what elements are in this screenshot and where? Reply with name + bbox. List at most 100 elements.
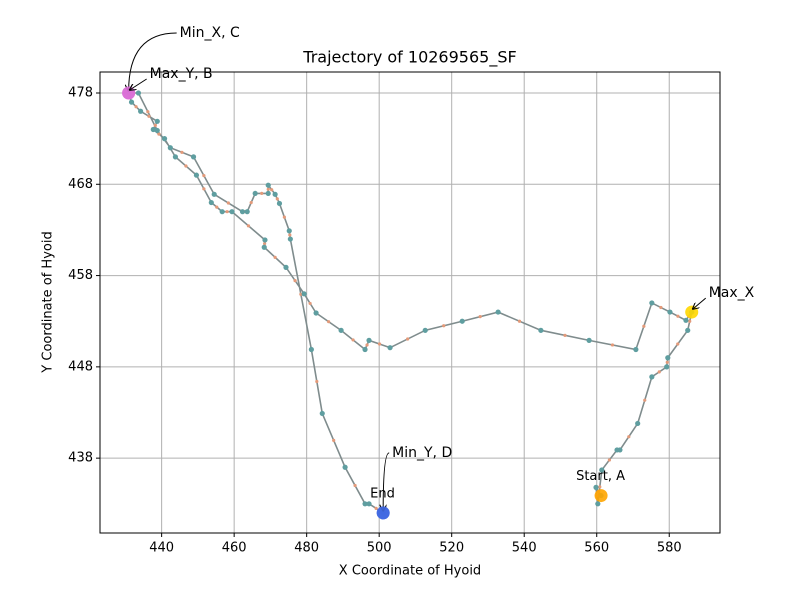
point bbox=[190, 154, 197, 160]
point bbox=[252, 190, 258, 197]
direction-arrow bbox=[288, 233, 292, 237]
annotation-arrow bbox=[383, 452, 390, 511]
point bbox=[599, 467, 605, 473]
y-tick-label: 478 bbox=[68, 85, 93, 100]
direction-arrow bbox=[327, 320, 331, 324]
point bbox=[301, 291, 307, 297]
y-axis-label: Y Coordinate of Hyoid bbox=[41, 231, 56, 373]
annotation-arrow bbox=[693, 297, 707, 309]
point bbox=[586, 337, 592, 343]
direction-arrow bbox=[226, 201, 230, 205]
direction-arrow bbox=[374, 506, 378, 510]
point bbox=[308, 346, 314, 353]
chart-title: Trajectory of 10269565_SF bbox=[302, 48, 516, 68]
point bbox=[538, 327, 544, 333]
direction-arrow bbox=[563, 333, 567, 337]
point bbox=[265, 190, 271, 197]
point bbox=[154, 118, 160, 124]
direction-arrow bbox=[643, 398, 647, 402]
point bbox=[595, 501, 601, 507]
direction-arrow bbox=[157, 132, 161, 136]
annotation: Max_X bbox=[709, 285, 755, 301]
point bbox=[193, 172, 200, 178]
direction-arrow bbox=[642, 324, 646, 328]
direction-arrow bbox=[153, 123, 157, 128]
highlight-point bbox=[122, 86, 136, 100]
x-tick-label: 540 bbox=[512, 541, 537, 556]
plot-frame bbox=[99, 71, 721, 534]
point bbox=[265, 182, 271, 188]
x-tick-label: 520 bbox=[439, 541, 464, 556]
direction-arrow bbox=[275, 197, 279, 201]
direction-arrow bbox=[293, 278, 297, 283]
annotation-arrow bbox=[129, 32, 177, 91]
highlight-point bbox=[376, 506, 390, 520]
point bbox=[161, 136, 168, 142]
point bbox=[422, 327, 428, 333]
point bbox=[633, 346, 639, 353]
point bbox=[313, 310, 319, 316]
point bbox=[244, 209, 250, 215]
y-tick-label: 448 bbox=[68, 359, 93, 374]
direction-arrow bbox=[365, 343, 369, 347]
annotation: Start, A bbox=[576, 469, 625, 484]
point bbox=[362, 501, 368, 507]
direction-arrow bbox=[147, 114, 151, 118]
point bbox=[387, 345, 393, 351]
point bbox=[665, 355, 671, 361]
direction-arrow bbox=[282, 215, 286, 219]
direction-arrow bbox=[308, 301, 312, 306]
x-axis-label: X Coordinate of Hyoid bbox=[339, 564, 481, 579]
point bbox=[319, 410, 325, 417]
direction-arrow bbox=[180, 150, 184, 154]
point bbox=[362, 346, 368, 353]
x-tick-label: 480 bbox=[294, 541, 319, 556]
direction-arrow bbox=[315, 379, 319, 384]
point bbox=[366, 501, 372, 507]
annotation: Min_X, C bbox=[180, 25, 240, 41]
direction-arrow bbox=[225, 210, 229, 214]
y-tick-label: 438 bbox=[68, 451, 93, 466]
point bbox=[219, 209, 225, 215]
point bbox=[593, 484, 599, 490]
point bbox=[229, 209, 235, 215]
point bbox=[128, 99, 135, 105]
direction-arrow bbox=[478, 315, 482, 319]
direction-arrow bbox=[266, 187, 270, 191]
point bbox=[167, 145, 173, 151]
direction-arrow bbox=[202, 174, 206, 178]
point bbox=[154, 127, 160, 134]
direction-arrow bbox=[657, 370, 661, 374]
y-tick-label: 468 bbox=[68, 177, 93, 192]
point bbox=[683, 317, 689, 323]
direction-arrow bbox=[676, 314, 680, 318]
direction-arrow bbox=[332, 438, 336, 442]
annotation: Max_Y, B bbox=[150, 66, 213, 82]
point bbox=[211, 191, 217, 197]
point bbox=[338, 327, 344, 333]
annotation: End bbox=[370, 486, 395, 501]
point bbox=[635, 420, 641, 427]
annotation-arrow bbox=[130, 78, 147, 90]
point bbox=[261, 244, 267, 250]
point bbox=[276, 200, 283, 207]
highlight-point bbox=[685, 305, 699, 319]
direction-arrow bbox=[353, 483, 357, 488]
direction-arrow bbox=[377, 342, 382, 346]
direction-arrow bbox=[263, 242, 267, 246]
point bbox=[150, 126, 156, 133]
direction-arrow bbox=[659, 305, 663, 310]
direction-arrow bbox=[184, 164, 188, 168]
direction-arrow bbox=[260, 191, 264, 196]
direction-arrow bbox=[665, 360, 669, 364]
point bbox=[262, 237, 268, 243]
direction-arrow bbox=[249, 200, 253, 205]
point bbox=[667, 309, 673, 315]
point bbox=[617, 447, 623, 453]
direction-arrow bbox=[406, 337, 410, 341]
point bbox=[342, 464, 348, 470]
direction-arrow bbox=[676, 342, 680, 346]
annotation: Min_Y, D bbox=[392, 445, 452, 461]
direction-arrow bbox=[146, 110, 150, 114]
